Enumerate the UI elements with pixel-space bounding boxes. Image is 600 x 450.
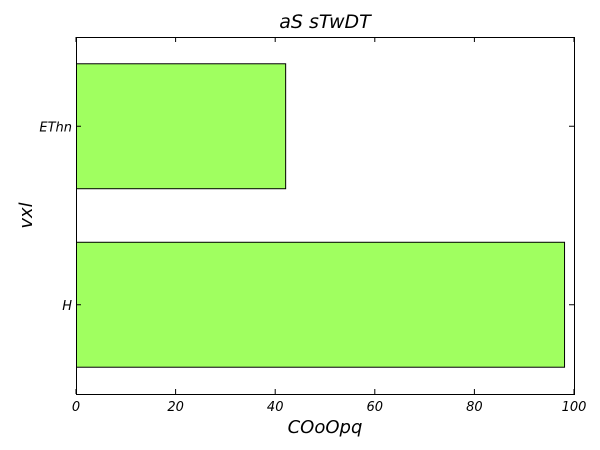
bar-h (76, 241, 566, 368)
plot-area-frame (76, 37, 575, 395)
y-tick-label: H (62, 299, 72, 314)
axis-ticks: H EThn 0 20 40 60 80 100 (39, 37, 586, 415)
x-tick-label: 40 (267, 400, 284, 415)
x-tick-label: 20 (167, 400, 184, 415)
x-axis-label: COoOpq (288, 417, 363, 438)
x-tick-label: 0 (72, 400, 80, 415)
chart-title: aS sTwDT (279, 11, 372, 33)
x-tick-label: 80 (466, 400, 483, 415)
y-tick-label: EThn (39, 120, 72, 135)
bars (76, 63, 566, 368)
bar-ethn (76, 63, 287, 190)
x-tick-label: 60 (367, 400, 384, 415)
y-axis-label: vxl (16, 202, 37, 228)
x-tick-label: 100 (562, 400, 587, 415)
